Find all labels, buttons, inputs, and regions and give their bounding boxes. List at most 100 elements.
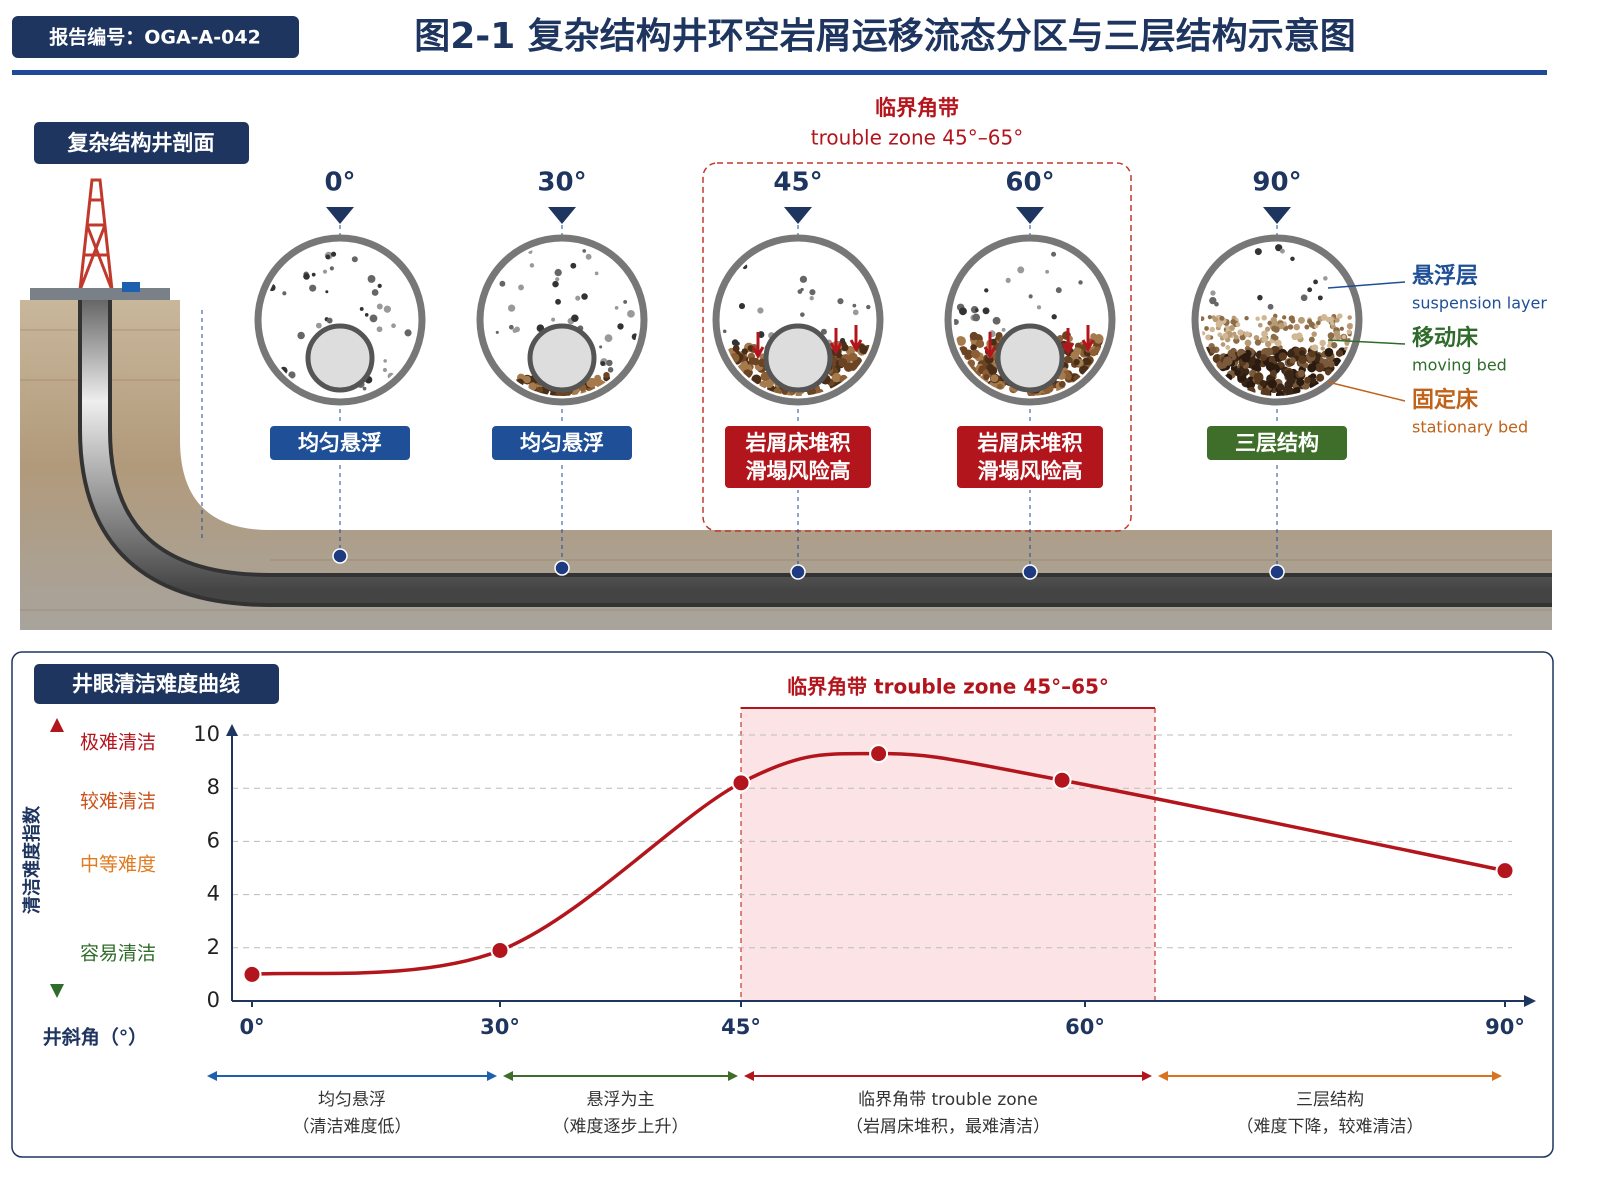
cutting [330,251,337,257]
cutting [840,337,846,343]
cutting [1307,287,1313,293]
cutting [1204,326,1209,331]
cutting [551,317,556,322]
slide-arrow [849,325,863,353]
cutting [581,293,588,300]
cutting [1231,315,1237,321]
y-tick-label: 8 [207,775,220,799]
cutting [1058,380,1066,388]
cutting [627,309,635,318]
cutting [1273,326,1280,333]
cutting [1304,376,1312,384]
cutting [1337,313,1343,319]
cutting [362,386,367,391]
cutting [765,379,774,389]
angle-marker [784,207,812,224]
cutting [1036,305,1042,310]
cutting [1298,355,1307,364]
cutting [1270,333,1277,340]
cutting [1209,296,1217,305]
cutting [554,268,562,277]
cutting [1297,369,1306,378]
angle-marker [548,207,576,224]
cutting [1241,352,1251,363]
cutting [982,307,990,315]
point [731,773,751,793]
cutting [1001,327,1006,332]
pipe-dot [332,548,348,564]
cutting [1212,316,1218,323]
cutting [1261,330,1268,338]
cutting [1201,316,1205,322]
cutting [1267,303,1274,310]
cutting [972,313,981,322]
drill-pipe [995,323,1065,393]
legend-name-en: suspension layer [1412,294,1547,313]
pipe-dot [790,564,806,580]
cutting [841,343,849,352]
cutting [383,305,391,313]
angle-marker [1263,207,1291,224]
cutting [282,291,287,296]
legend-name-en: stationary bed [1412,418,1528,437]
cutting [325,290,329,294]
cutting [969,331,979,341]
cutting [1051,314,1057,320]
x-tick-label: 90° [1485,1015,1525,1039]
cutting [1254,339,1262,346]
cutting [1316,320,1321,326]
point [1052,770,1072,790]
cutting [383,359,387,363]
legend-name: 固定床 [1412,387,1479,413]
y-tick-label: 4 [207,882,220,906]
cutting [1339,326,1344,331]
y-axis-label: 清洁难度指数 [21,805,43,914]
cutting [1028,294,1033,299]
status-box [268,424,412,462]
legend-pointer [1327,381,1406,402]
cutting [303,273,310,280]
cutting [1289,357,1296,364]
cutting [1346,329,1352,335]
chart-section-label: 井眼清洁难度曲线 [72,672,240,696]
pipe-dot [1022,564,1038,580]
cutting [518,284,524,291]
cutting [1310,377,1317,384]
cutting [1277,322,1285,330]
cutting [376,326,383,333]
cutting [1209,326,1216,333]
cutting [1286,349,1295,358]
cutting [800,312,805,317]
chart-badge [34,664,279,704]
cutting [1288,315,1295,322]
cutting [391,323,396,329]
cutting [606,359,613,367]
cutting [1244,316,1249,321]
cutting [1233,334,1239,340]
level-arrow-head [50,718,64,732]
cutting [1227,349,1236,358]
cutting [1341,334,1347,340]
cutting [971,349,981,359]
cutting [367,275,376,283]
cutting [990,374,999,383]
cutting [614,305,619,310]
cutting [1278,352,1287,361]
x-tick-label: 60° [1065,1015,1105,1039]
y-tick-label: 0 [207,988,220,1012]
cutting [809,289,816,296]
cutting [1282,315,1287,320]
cutting [1244,339,1252,347]
well-pipe [82,300,1552,603]
header-rule [12,70,1547,75]
cutting [751,357,760,366]
cutting [1229,325,1235,331]
cutting [1244,331,1251,338]
cutting [603,371,610,379]
cutting [555,277,560,282]
cutting [1327,343,1332,348]
cutting [831,372,842,383]
legend-name-en: moving bed [1412,356,1507,375]
drill-pipe [763,323,833,393]
